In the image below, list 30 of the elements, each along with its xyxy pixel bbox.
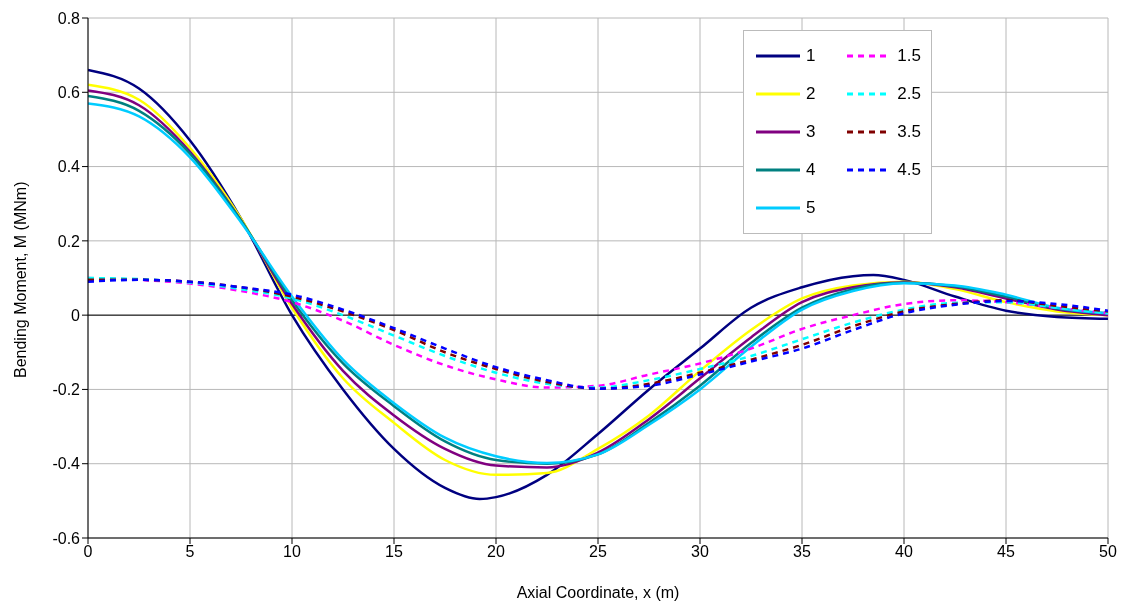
x-tick-label: 35 <box>793 543 811 561</box>
legend-label: 4 <box>805 160 816 180</box>
x-tick-label: 30 <box>691 543 709 561</box>
y-tick-label: -0.2 <box>52 381 81 399</box>
x-tick-label: 45 <box>997 543 1015 561</box>
legend-label: 3.5 <box>897 122 921 142</box>
y-tick-label: -0.6 <box>52 529 81 547</box>
x-tick-label: 25 <box>589 543 607 561</box>
x-tick-label: 20 <box>487 543 505 561</box>
y-axis-title: Bending Moment, M (MNm) <box>11 181 29 378</box>
x-tick-label: 5 <box>185 543 195 561</box>
legend-label: 2.5 <box>897 84 921 104</box>
x-tick-label: 10 <box>283 543 301 561</box>
y-tick-label: 0.4 <box>57 158 81 176</box>
x-axis-title: Axial Coordinate, x (m) <box>516 584 680 601</box>
x-tick-label: 0 <box>83 543 93 561</box>
legend-label: 3 <box>805 122 816 142</box>
legend-label: 1.5 <box>897 46 921 66</box>
x-tick-label: 15 <box>385 543 403 561</box>
y-tick-label: 0.6 <box>57 83 81 101</box>
legend-label: 4.5 <box>897 160 921 180</box>
y-tick-label: 0 <box>71 306 81 324</box>
y-tick-label: -0.4 <box>52 455 81 473</box>
legend-label: 2 <box>805 84 816 104</box>
x-tick-label: 50 <box>1099 543 1117 561</box>
y-tick-label: 0.2 <box>57 232 81 250</box>
legend-label: 5 <box>805 198 816 218</box>
x-tick-label: 40 <box>895 543 913 561</box>
legend-label: 1 <box>805 46 816 66</box>
y-tick-label: 0.8 <box>57 9 81 27</box>
